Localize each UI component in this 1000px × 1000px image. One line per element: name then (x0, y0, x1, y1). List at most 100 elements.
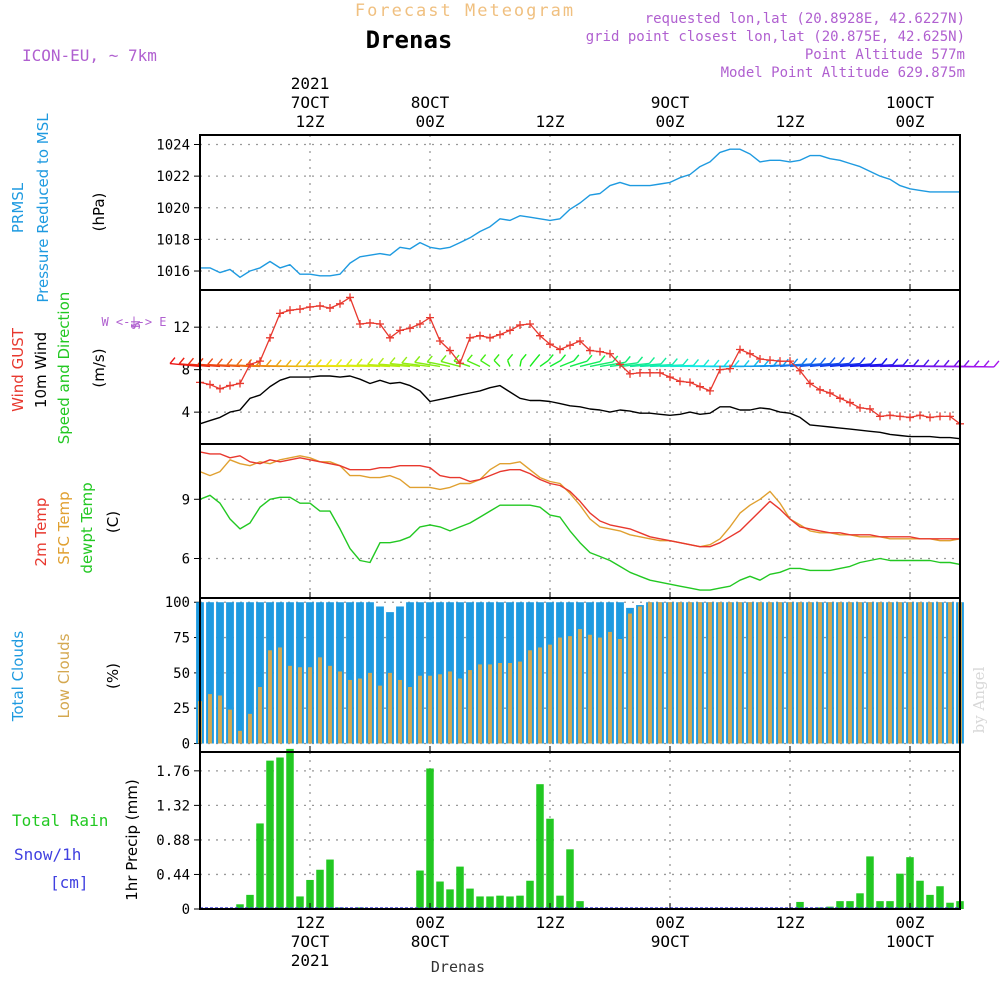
low-clouds-bar (328, 665, 332, 744)
time-label: 00Z (416, 112, 445, 131)
gust-marker (376, 319, 384, 328)
total-clouds-bar (406, 602, 414, 744)
pressure-title-2: Pressure Reduced to MSL (34, 113, 52, 303)
time-label: 00Z (896, 913, 925, 932)
gust-marker (776, 357, 784, 366)
wind-barb-flag (534, 353, 541, 361)
wind-barb-flag (870, 357, 877, 365)
wind-barb-flag (520, 353, 527, 361)
gust-marker (516, 321, 524, 330)
low-clouds-bar (888, 602, 892, 744)
low-clouds-bar (668, 602, 672, 744)
rain-bar (896, 873, 904, 909)
wind-barb (529, 359, 536, 367)
gust-marker (246, 360, 254, 369)
gust-marker (556, 345, 564, 354)
pressure-title-1: PRMSL (9, 182, 27, 233)
wind-barb-flag (848, 356, 855, 364)
gust-marker (236, 379, 244, 388)
rain-bar (286, 748, 294, 909)
rain-bar (916, 880, 924, 909)
gust-marker (726, 364, 734, 373)
time-label: 00Z (416, 913, 445, 932)
wind-barb-flag (820, 357, 827, 365)
gust-marker (716, 365, 724, 374)
wind-speed-dir-title: Speed and Direction (55, 292, 73, 445)
total-clouds-bar (346, 602, 354, 744)
y-tick-label: 1024 (156, 137, 190, 153)
wind-barb-flag (377, 357, 385, 365)
total-clouds-title: Total Clouds (9, 631, 27, 723)
wind-barb (629, 363, 662, 368)
time-label: 00Z (896, 112, 925, 131)
y-tick-label: 25 (173, 701, 190, 717)
rain-bar (556, 895, 564, 909)
gust-line (199, 296, 961, 425)
low-clouds-bar (558, 637, 562, 744)
low-clouds-bar (928, 602, 932, 744)
low-clouds-bar (478, 664, 482, 744)
wind-barb-flag (953, 360, 960, 367)
wind-barb (599, 361, 626, 368)
wind-barb (589, 361, 613, 368)
rain-bar (876, 901, 884, 909)
low-clouds-bar (688, 602, 692, 744)
y-tick-label: 1.32 (156, 798, 190, 814)
total-clouds-bar (376, 606, 384, 744)
low-clouds-bar (578, 629, 582, 744)
low-clouds-bar (848, 602, 852, 744)
wind-barb-flag (187, 357, 195, 365)
low-clouds-bar (878, 602, 882, 744)
wind-barb-flag (599, 355, 606, 362)
wind-barb-flag (810, 357, 817, 365)
rain-bar (456, 866, 464, 909)
wind-barb-flag (207, 358, 214, 366)
wind-barb-flag (305, 359, 312, 367)
low-clouds-bar (298, 667, 302, 744)
rain-bar (326, 859, 334, 909)
y-tick-label: 1.76 (156, 764, 190, 780)
low-clouds-bar (458, 678, 462, 744)
wind-barb (839, 363, 872, 368)
rain-bar (506, 896, 514, 909)
gust-marker (266, 333, 274, 342)
y-tick-label: 1018 (156, 232, 190, 248)
gust-marker (636, 368, 644, 377)
y-tick-label: 1022 (156, 169, 190, 185)
wind-barb (519, 360, 522, 367)
y-tick-label: 1016 (156, 264, 190, 280)
wind-barb-flag (902, 358, 909, 366)
low-clouds-bar (238, 730, 242, 744)
temperature-panel: 69 (182, 443, 961, 599)
time-label: 12Z (776, 112, 805, 131)
wind-barb-flag (426, 355, 433, 363)
wind-barb-flag (335, 358, 343, 366)
low-clouds-bar (448, 671, 452, 744)
wind-barb-flag (881, 357, 888, 365)
gust-marker (286, 306, 294, 315)
gust-marker (946, 412, 954, 421)
wind-barb-flag (169, 357, 176, 365)
model-point-altitude: Model Point Altitude 629.875m (721, 65, 965, 81)
total-clouds-bar (216, 602, 224, 744)
low-clouds-bar (918, 602, 922, 744)
low-clouds-bar (938, 602, 942, 744)
wind-barb-flag (346, 358, 353, 366)
total-clouds-bar (206, 602, 214, 744)
gust-marker (706, 386, 714, 395)
low-clouds-bar (808, 602, 812, 744)
y-tick-label: 1020 (156, 201, 190, 217)
gust-marker (876, 412, 884, 421)
low-clouds-bar (308, 667, 312, 744)
wind-barb-flag (943, 359, 950, 367)
gust-marker (496, 330, 504, 339)
wind-barb-flag (507, 353, 514, 361)
time-label: 12Z (536, 112, 565, 131)
low-clouds-bar (618, 638, 622, 744)
low-clouds-bar (908, 602, 912, 744)
total-clouds-bar (456, 602, 464, 744)
temp-unit: (C) (104, 511, 122, 533)
gust-marker (456, 359, 464, 368)
